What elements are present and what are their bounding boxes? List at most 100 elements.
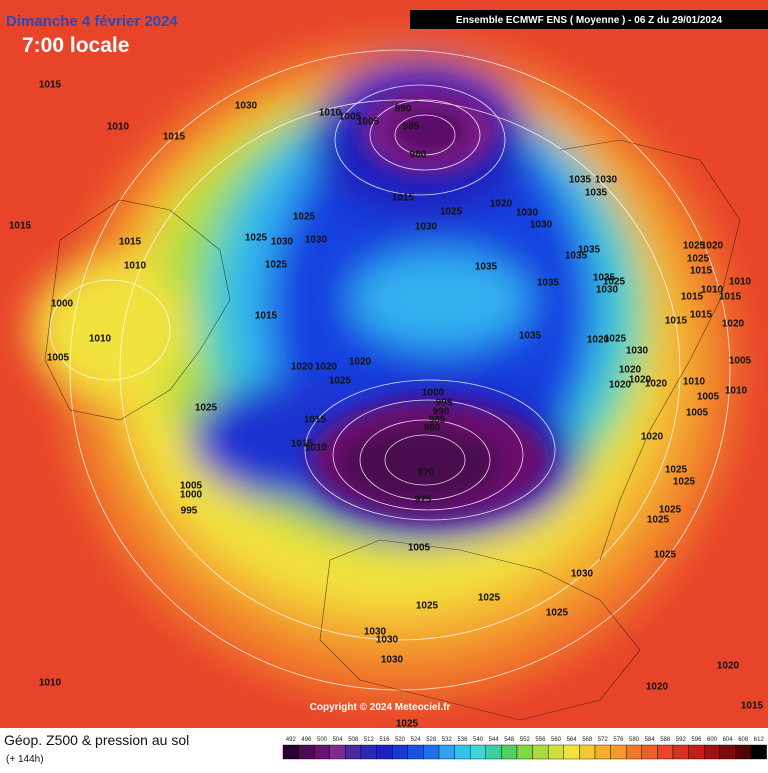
scale-label: 548 <box>504 737 515 743</box>
isobar-label: 975 <box>415 495 432 506</box>
scale-label: 536 <box>457 737 468 743</box>
isobar-label: 1010 <box>305 443 328 454</box>
isobar-label: 1030 <box>364 627 387 638</box>
isobar-label: 1020 <box>629 375 652 386</box>
isobar-label: 1015 <box>719 292 742 303</box>
isobar-label: 1015 <box>163 132 186 143</box>
color-scale: 492 496 500 504 508 512 516 520 524 528 532 536 540 5… <box>282 737 767 760</box>
isobar-label: 1030 <box>381 655 404 666</box>
isobar-label: 1025 <box>673 477 696 488</box>
isobar-label: 985 <box>403 122 420 133</box>
isobar-label: 980 <box>410 150 427 161</box>
isobar-label: 1030 <box>530 220 553 231</box>
scale-swatch <box>516 744 533 760</box>
scale-swatch <box>485 744 502 760</box>
isobar-label: 1035 <box>537 278 560 289</box>
isobar-label: 1015 <box>690 310 713 321</box>
isobar-label: 1025 <box>654 550 677 561</box>
isobar-label: 1025 <box>647 515 670 526</box>
isobar-label: 1010 <box>683 377 706 388</box>
isobar-label: 1010 <box>729 277 752 288</box>
scale-label: 580 <box>629 737 640 743</box>
isobar-label: 1035 <box>569 175 592 186</box>
scale-label: 528 <box>426 737 437 743</box>
scale-swatch <box>719 744 736 760</box>
time-title: 7:00 locale <box>22 34 129 57</box>
isobar-label: 1010 <box>39 678 62 689</box>
scale-label: 584 <box>645 737 656 743</box>
scale-label: 504 <box>333 737 344 743</box>
isobar-label: 1020 <box>315 362 338 373</box>
isobar-label: 995 <box>181 506 198 517</box>
isobar-label: 1025 <box>604 334 627 345</box>
isobar-label: 1010 <box>107 122 130 133</box>
isobar-label: 1030 <box>516 208 539 219</box>
scale-label: 520 <box>395 737 406 743</box>
isobar-label: 1020 <box>609 380 632 391</box>
isobar-label: 1010 <box>319 108 342 119</box>
isobar-label: 1005 <box>686 408 709 419</box>
isobar-label: 1025 <box>683 241 706 252</box>
scale-label: 492 <box>286 737 297 743</box>
isobar-label: 1005 <box>357 117 380 128</box>
isobar-label: 1000 <box>422 388 445 399</box>
isobar-label: 1020 <box>717 661 740 672</box>
isobar-label: 1025 <box>245 233 268 244</box>
isobar-label: 1030 <box>235 101 258 112</box>
isobar-label: 1020 <box>291 362 314 373</box>
product-name: Géop. Z500 & pression au sol <box>4 732 189 748</box>
isobar-label: 1025 <box>396 719 419 730</box>
isobar-label: 1015 <box>291 439 314 450</box>
isobar-label: 995 <box>436 398 453 409</box>
scale-swatch <box>423 744 440 760</box>
scale-label: 508 <box>348 737 359 743</box>
isobar-label: 1005 <box>408 543 431 554</box>
scale-label: 532 <box>442 737 453 743</box>
isobar-label: 1020 <box>641 432 664 443</box>
isobar-label: 1010 <box>124 261 147 272</box>
scale-label: 516 <box>379 737 390 743</box>
scale-label: 524 <box>411 737 422 743</box>
isobar-label: 990 <box>433 407 450 418</box>
isobar-label: 1025 <box>416 601 439 612</box>
scale-swatch <box>641 744 658 760</box>
scale-label: 552 <box>520 737 531 743</box>
scale-swatch <box>750 744 767 760</box>
isobar-label: 1030 <box>596 285 619 296</box>
date-title: Dimanche 4 février 2024 <box>6 13 178 30</box>
isobar-label: 1030 <box>305 235 328 246</box>
scale-label: 596 <box>691 737 702 743</box>
scale-label: 568 <box>582 737 593 743</box>
scale-swatch <box>579 744 596 760</box>
scale-swatch <box>376 744 393 760</box>
scale-label: 612 <box>754 737 765 743</box>
scale-swatch <box>360 744 377 760</box>
scale-swatch <box>407 744 424 760</box>
scale-label: 496 <box>301 737 312 743</box>
isobar-label: 1035 <box>578 245 601 256</box>
isobar-label: 1020 <box>619 365 642 376</box>
isobar-label: 1020 <box>587 335 610 346</box>
scale-swatch <box>610 744 627 760</box>
scale-swatch <box>282 744 299 760</box>
isobar-label: 1035 <box>519 331 542 342</box>
isobar-label: 1025 <box>665 465 688 476</box>
isobar-label: 1035 <box>593 273 616 284</box>
scale-swatch <box>626 744 643 760</box>
isobar-label: 1030 <box>376 635 399 646</box>
lead-time: (+ 144h) <box>6 754 44 765</box>
isobar-label: 1025 <box>478 593 501 604</box>
isobar-label: 1020 <box>349 357 372 368</box>
scale-swatch <box>532 744 549 760</box>
isobar-label: 1025 <box>265 260 288 271</box>
isobar-label: 1015 <box>9 221 32 232</box>
isobar-label: 1005 <box>180 481 203 492</box>
scale-swatch <box>548 744 565 760</box>
scale-label: 564 <box>567 737 578 743</box>
scale-swatch <box>345 744 362 760</box>
scale-swatch <box>470 744 487 760</box>
scale-label: 572 <box>598 737 609 743</box>
isobar-label: 1025 <box>659 505 682 516</box>
map-field <box>0 0 768 728</box>
isobar-label: 1035 <box>565 251 588 262</box>
